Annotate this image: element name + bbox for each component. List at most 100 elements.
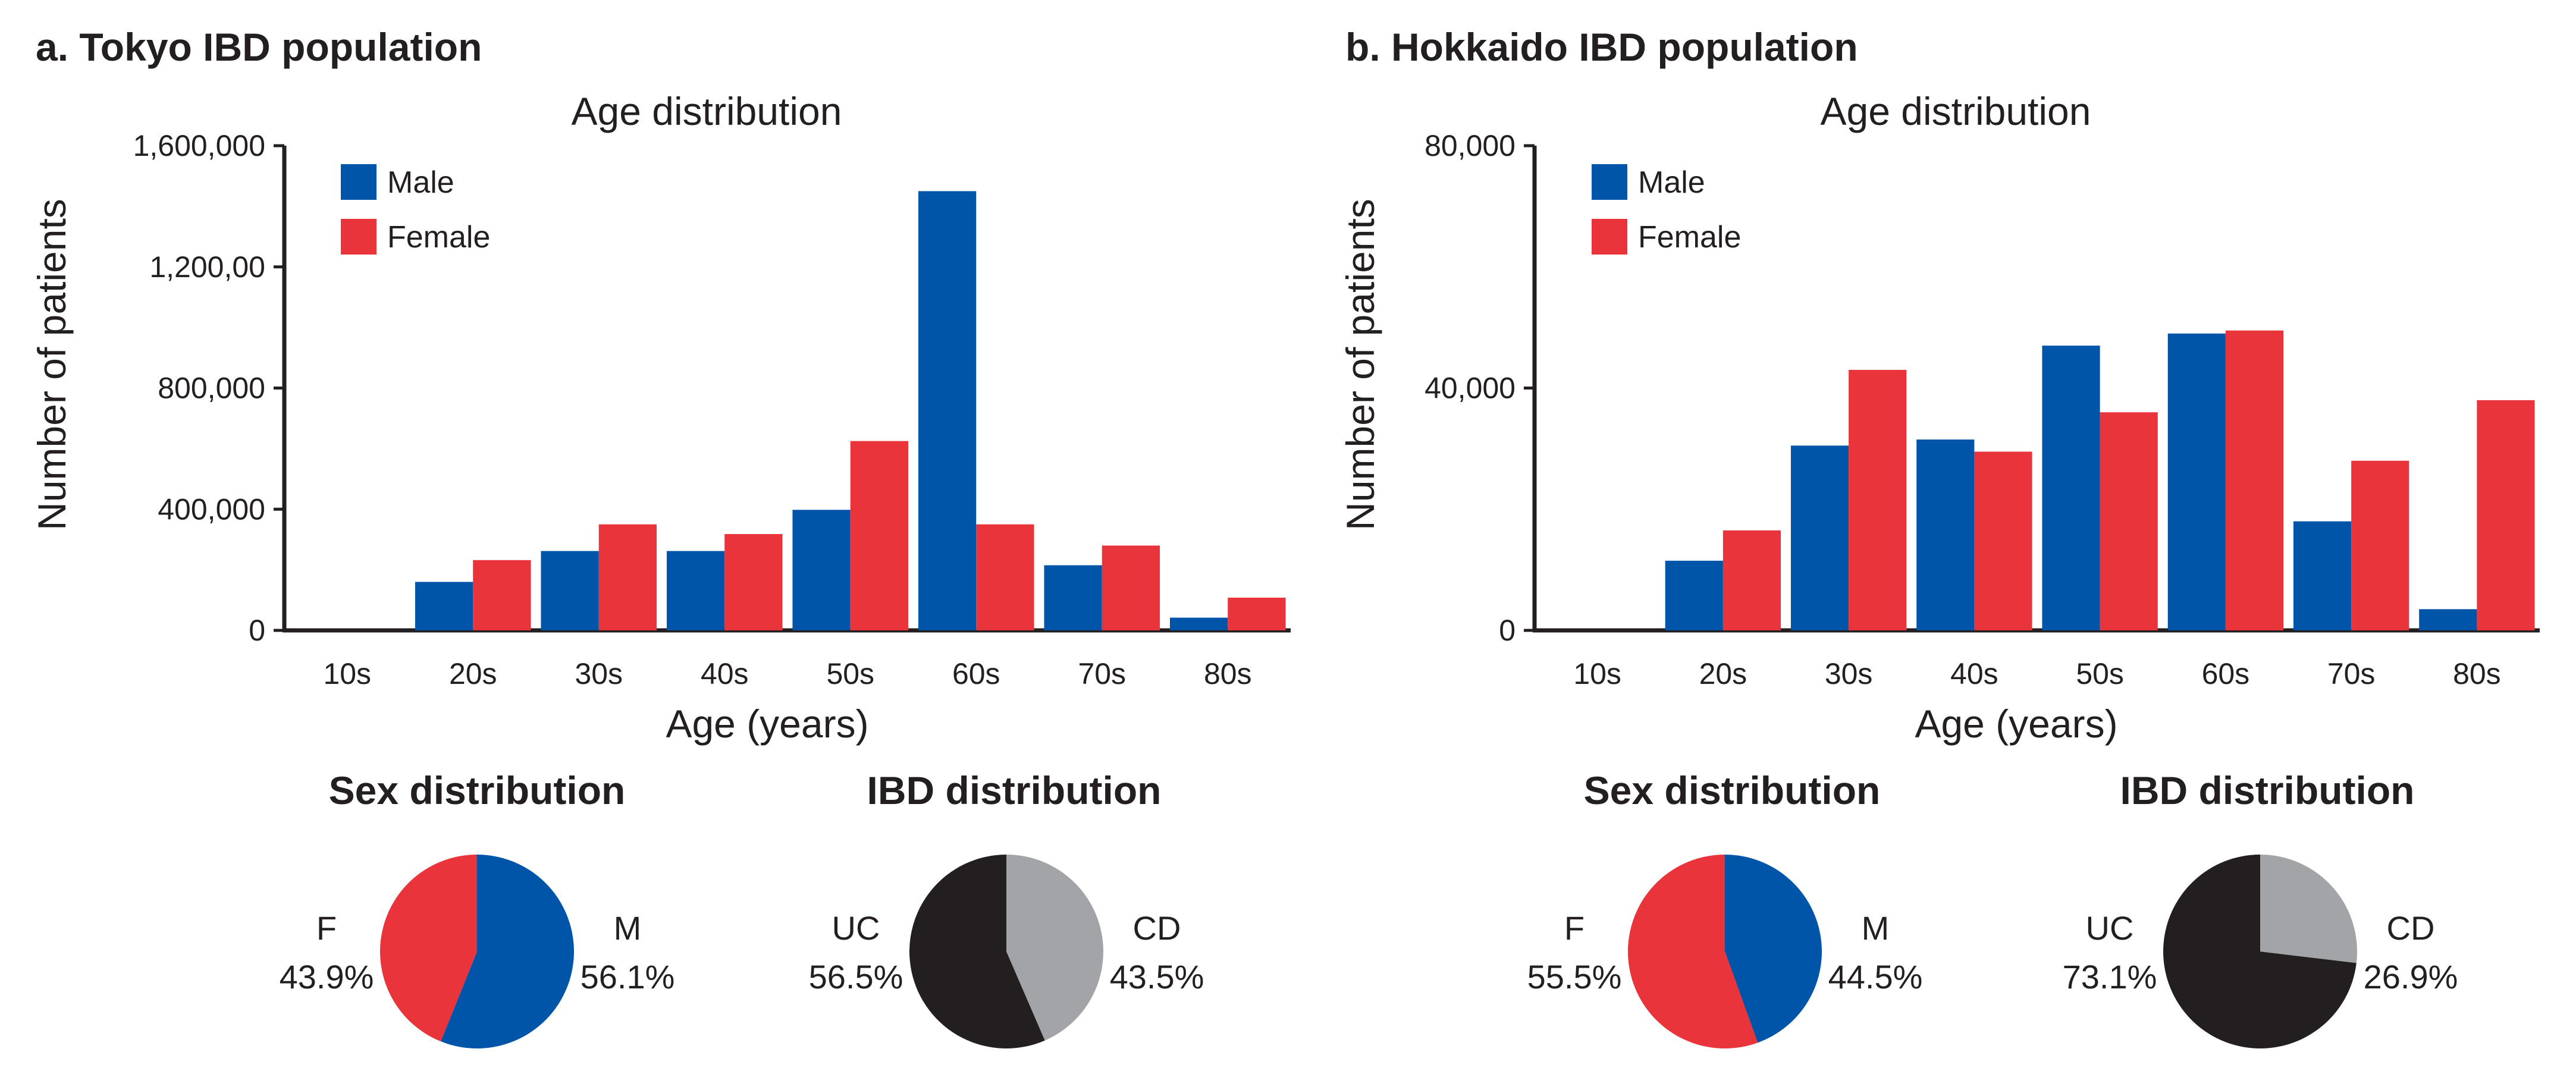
x-tick-label: 50s [2076, 657, 2124, 690]
y-tick-label: 80,000 [1425, 129, 1516, 162]
pie-value-f: 43.9% [280, 958, 374, 996]
pie-value-cd: 43.5% [1110, 958, 1204, 996]
y-tick-label: 800,000 [158, 372, 265, 405]
panel-a-sex-title: Sex distribution [329, 768, 626, 812]
x-tick-label: 80s [2453, 657, 2501, 690]
pie-chart-hokkaido-sex: M 44.5% F 55.5% [1527, 854, 1923, 1048]
y-tick-label: 0 [1499, 614, 1516, 647]
x-tick-label: 70s [1078, 657, 1126, 690]
panel-b-ibd-title: IBD distribution [2120, 768, 2415, 812]
y-tick-label: 400,000 [158, 492, 265, 526]
pie-slice-m [441, 855, 574, 1048]
bar-chart-tokyo: 0 400,000 800,000 1,200,00 1,600,000 10s 20s 30… [133, 129, 1291, 690]
pie-label-m: M [614, 909, 642, 947]
panel-a-y-axis-label: Number of patients [30, 199, 74, 530]
x-tick-label: 50s [826, 657, 874, 690]
pie-label-f: F [1564, 909, 1584, 947]
bar-female-20s [473, 560, 531, 630]
legend-swatch-female [341, 219, 376, 255]
x-tick-label: 40s [1950, 657, 1998, 690]
pie-value-m: 44.5% [1828, 958, 1923, 996]
legend-swatch-male [1592, 164, 1627, 200]
pie-slice-uc [2163, 855, 2357, 1048]
bar-male-20s [1665, 560, 1723, 630]
legend-label-male: Male [1638, 165, 1705, 200]
bar-male-50s [792, 510, 851, 630]
y-tick-label: 1,600,000 [133, 129, 265, 162]
legend-label-female: Female [387, 220, 490, 255]
bar-female-30s [1849, 369, 1907, 630]
x-tick-label: 60s [952, 657, 1000, 690]
pie-value-uc: 56.5% [809, 958, 903, 996]
bar-female-70s [1102, 545, 1160, 630]
bar-male-80s [2419, 609, 2477, 630]
pie-slice-cd [2260, 855, 2357, 963]
x-tick-label: 40s [701, 657, 749, 690]
y-tick-label: 0 [249, 614, 265, 647]
pie-label-cd: CD [1133, 909, 1181, 947]
legend-swatch-male [341, 164, 376, 200]
y-tick-label: 1,200,00 [149, 250, 265, 284]
bar-male-30s [541, 551, 599, 630]
panel-a-bar-title: Age distribution [572, 89, 842, 133]
pie-label-uc: UC [832, 909, 880, 947]
bar-male-80s [1169, 617, 1228, 630]
panel-b-sex-title: Sex distribution [1584, 768, 1881, 812]
panel-a-ibd-title: IBD distribution [867, 768, 1162, 812]
bar-female-40s [1974, 451, 2032, 630]
bar-male-40s [1916, 439, 1975, 630]
bar-female-40s [724, 534, 783, 630]
pie-value-f: 55.5% [1527, 958, 1622, 996]
panel-b-y-axis-label: Number of patients [1338, 199, 1382, 530]
bar-chart-hokkaido: 0 40,000 80,000 10s 20s 30s 40s 50s 60s 70s 80s Mal… [1425, 129, 2540, 690]
legend-label-female: Female [1638, 220, 1741, 255]
x-tick-label: 20s [449, 657, 497, 690]
bar-female-50s [850, 441, 909, 630]
panel-b-x-axis-label: Age (years) [1915, 702, 2117, 746]
x-tick-label: 60s [2202, 657, 2250, 690]
x-tick-label: 30s [575, 657, 623, 690]
bar-female-80s [2477, 400, 2535, 630]
bar-male-60s [2167, 333, 2226, 630]
pie-chart-tokyo-ibd: CD 43.5% UC 56.5% [809, 855, 1204, 1048]
bar-female-70s [2351, 460, 2409, 630]
bar-male-70s [2293, 521, 2352, 630]
pie-chart-hokkaido-ibd: CD 26.9% UC 73.1% [2063, 855, 2458, 1048]
pie-value-cd: 26.9% [2364, 958, 2458, 996]
pie-slice-cd [1006, 855, 1103, 1041]
x-tick-label: 80s [1204, 657, 1252, 690]
bar-female-30s [598, 524, 657, 630]
bar-female-20s [1722, 530, 1781, 630]
bar-male-60s [918, 191, 977, 630]
bar-male-20s [415, 582, 473, 630]
legend-swatch-female [1592, 219, 1627, 255]
x-tick-label: 20s [1699, 657, 1747, 690]
panel-a-title: a. Tokyo IBD population [36, 25, 482, 69]
pie-label-uc: UC [2086, 909, 2134, 947]
y-tick-label: 40,000 [1425, 372, 1516, 405]
legend-label-male: Male [387, 165, 454, 200]
panel-b-bar-title: Age distribution [1821, 89, 2091, 133]
x-tick-label: 30s [1825, 657, 1873, 690]
pie-label-m: M [1862, 909, 1890, 947]
panel-b-title: b. Hokkaido IBD population [1345, 25, 1858, 69]
bar-male-70s [1044, 565, 1102, 630]
pie-value-uc: 73.1% [2063, 958, 2157, 996]
bar-female-50s [2100, 412, 2158, 630]
pie-slice-f [1628, 854, 1758, 1048]
bar-female-60s [976, 524, 1034, 630]
pie-slice-m [1725, 855, 1822, 1043]
panel-a-x-axis-label: Age (years) [666, 702, 868, 746]
pie-chart-tokyo-sex: M 56.1% F 43.9% [280, 855, 675, 1048]
bar-female-60s [2225, 330, 2284, 630]
x-tick-label: 10s [323, 657, 371, 690]
pie-value-m: 56.1% [581, 958, 675, 996]
pie-label-cd: CD [2387, 909, 2435, 947]
pie-slice-f [379, 855, 477, 1042]
bar-female-80s [1228, 597, 1286, 630]
bar-male-30s [1790, 445, 1849, 630]
x-tick-label: 10s [1573, 657, 1621, 690]
x-tick-label: 70s [2327, 657, 2376, 690]
pie-label-f: F [316, 909, 337, 947]
